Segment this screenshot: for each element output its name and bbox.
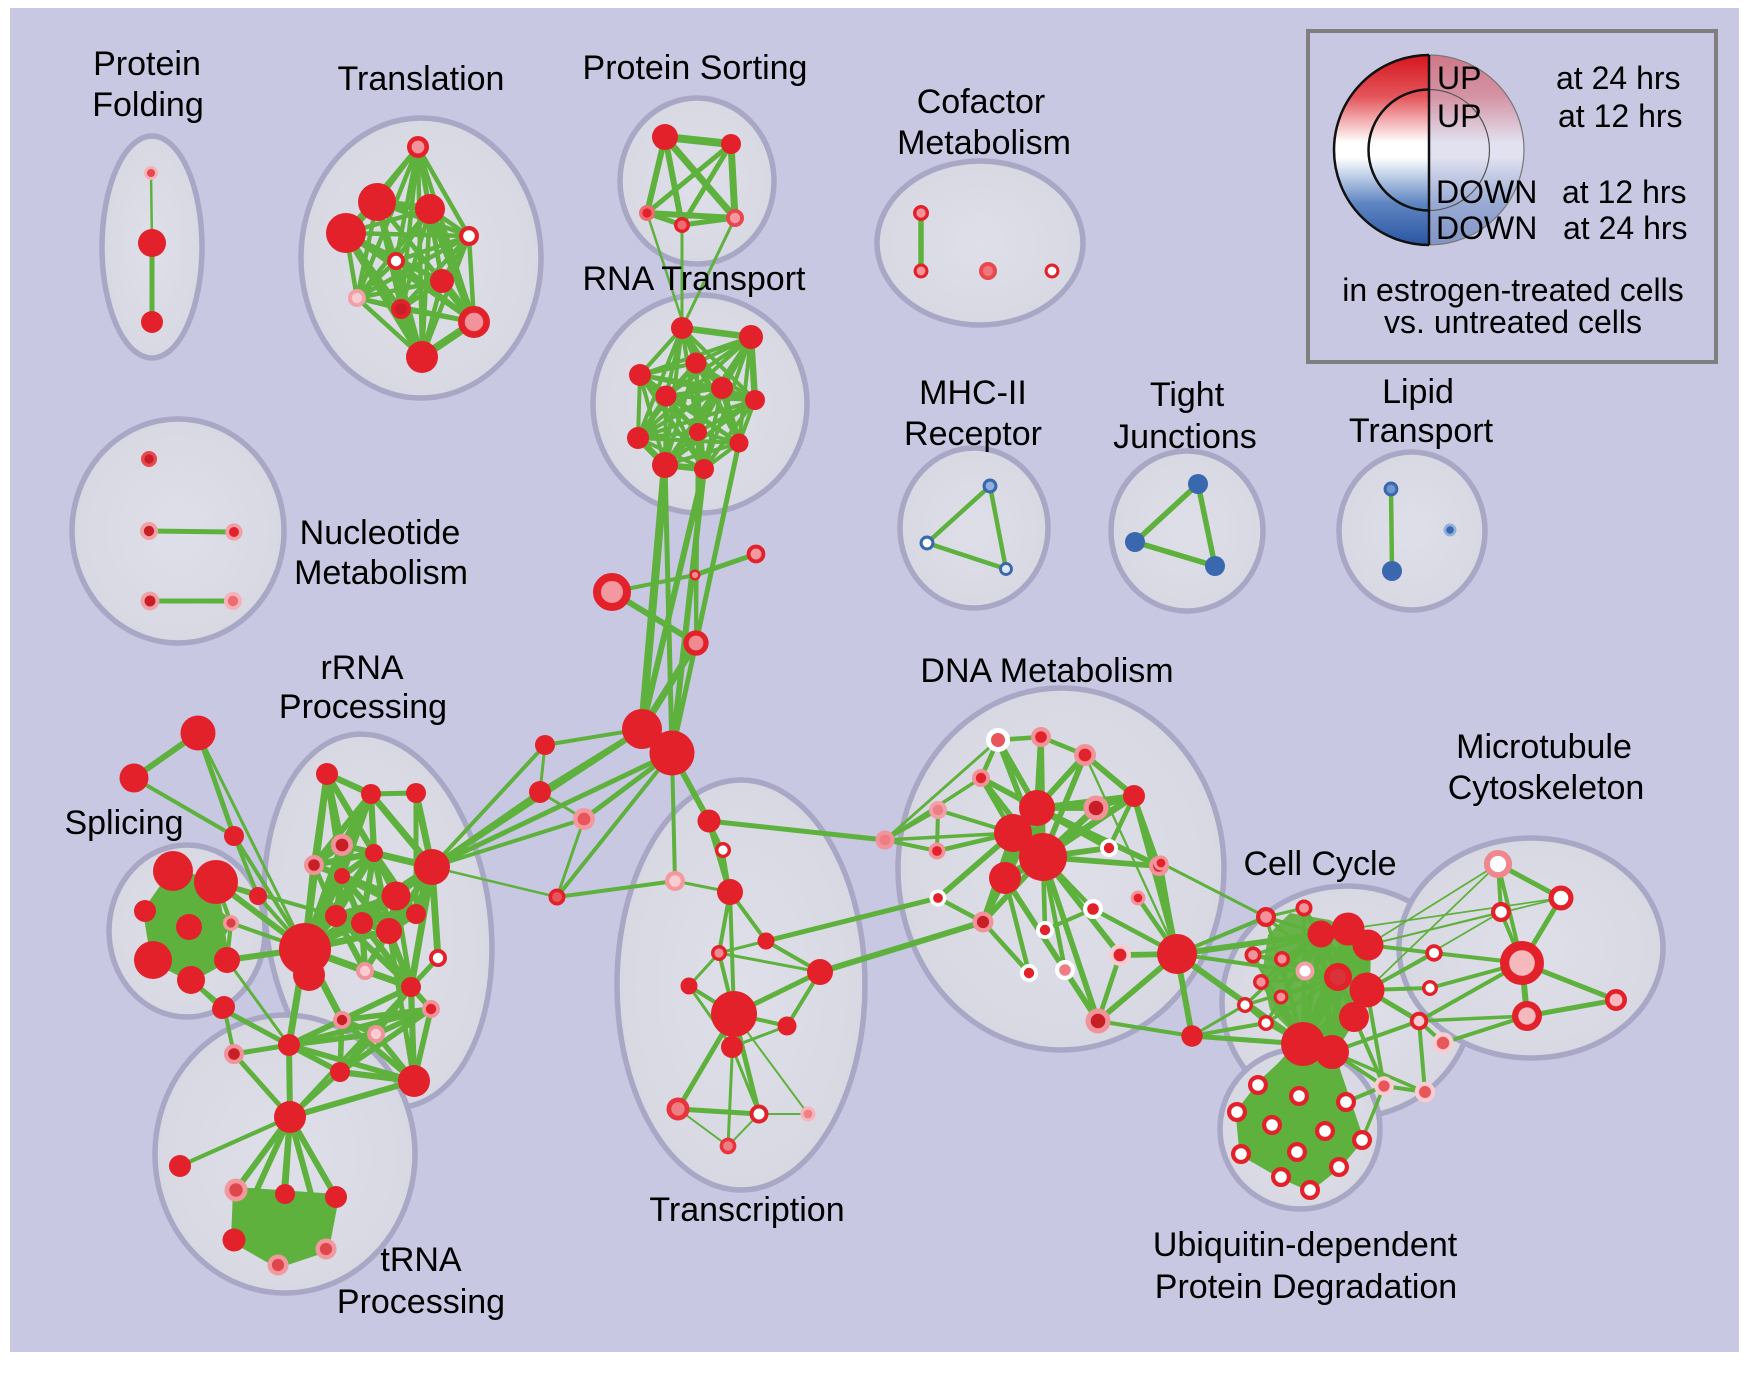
svg-text:Nucleotide: Nucleotide (300, 514, 461, 552)
svg-text:DNA Metabolism: DNA Metabolism (920, 652, 1173, 690)
svg-text:at 24 hrs: at 24 hrs (1556, 60, 1681, 96)
svg-text:Cytoskeleton: Cytoskeleton (1448, 769, 1645, 807)
svg-text:Metabolism: Metabolism (897, 124, 1071, 162)
svg-text:at 24 hrs: at 24 hrs (1563, 210, 1688, 246)
svg-text:rRNA: rRNA (320, 649, 403, 687)
svg-text:Junctions: Junctions (1113, 418, 1257, 456)
svg-text:UP: UP (1437, 60, 1481, 96)
svg-text:Protein: Protein (93, 45, 201, 83)
svg-text:Cell Cycle: Cell Cycle (1243, 845, 1396, 883)
svg-text:in estrogen-treated cells: in estrogen-treated cells (1342, 272, 1684, 308)
svg-text:RNA Transport: RNA Transport (583, 260, 807, 298)
svg-text:tRNA: tRNA (380, 1241, 462, 1279)
svg-text:Protein Sorting: Protein Sorting (583, 49, 808, 87)
svg-text:Transcription: Transcription (649, 1191, 844, 1229)
svg-text:at 12 hrs: at 12 hrs (1562, 174, 1687, 210)
svg-text:Cofactor: Cofactor (917, 83, 1046, 121)
svg-text:Processing: Processing (279, 688, 447, 726)
svg-text:vs. untreated cells: vs. untreated cells (1384, 304, 1642, 340)
svg-text:Protein Degradation: Protein Degradation (1155, 1268, 1457, 1306)
svg-text:Receptor: Receptor (904, 415, 1042, 453)
svg-text:at 12 hrs: at 12 hrs (1558, 98, 1683, 134)
svg-text:DOWN: DOWN (1436, 210, 1537, 246)
svg-text:DOWN: DOWN (1436, 174, 1537, 210)
svg-text:Ubiquitin-dependent: Ubiquitin-dependent (1153, 1226, 1458, 1264)
svg-text:MHC-II: MHC-II (919, 374, 1027, 412)
svg-text:Splicing: Splicing (64, 804, 183, 842)
svg-text:Lipid: Lipid (1382, 373, 1454, 411)
svg-text:UP: UP (1437, 98, 1481, 134)
svg-text:Microtubule: Microtubule (1456, 728, 1632, 766)
svg-text:Folding: Folding (92, 86, 204, 124)
svg-text:Transport: Transport (1349, 412, 1494, 450)
svg-text:Tight: Tight (1150, 376, 1225, 414)
svg-text:Translation: Translation (338, 60, 505, 98)
svg-text:Metabolism: Metabolism (294, 554, 468, 592)
svg-text:Processing: Processing (337, 1283, 505, 1321)
